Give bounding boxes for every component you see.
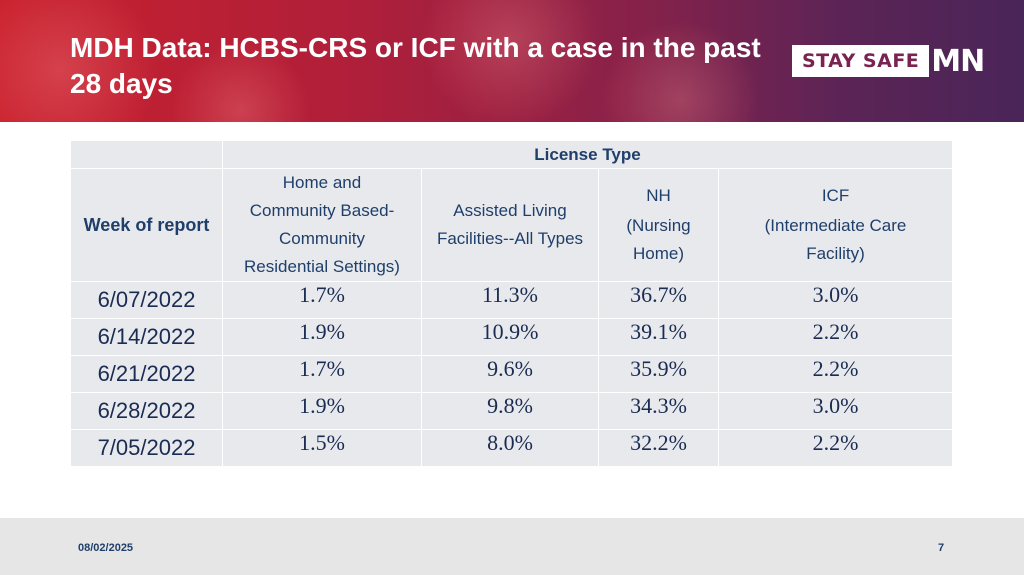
column-header-hcbs: Home and Community Based- Community Resi… xyxy=(222,168,422,282)
table-column-header-row: Week of report Home and Community Based-… xyxy=(70,168,954,282)
license-type-header: License Type xyxy=(221,140,954,169)
icf-value: 3.0% xyxy=(717,281,954,319)
table-row: 6/14/2022 1.9% 10.9% 39.1% 2.2% xyxy=(70,318,954,356)
hcbs-value: 1.9% xyxy=(222,392,422,430)
assisted-living-value: 11.3% xyxy=(421,281,599,319)
icf-value: 2.2% xyxy=(717,429,954,467)
footer-date: 08/02/2025 xyxy=(78,542,134,554)
week-cell: 7/05/2022 xyxy=(70,429,223,467)
logo-stay-safe-text: STAY SAFE xyxy=(792,45,930,77)
hcbs-value: 1.5% xyxy=(222,429,422,467)
header-line: Home and xyxy=(282,173,362,192)
header-line: Home) xyxy=(632,244,684,263)
week-cell: 6/07/2022 xyxy=(70,281,223,319)
nh-value: 34.3% xyxy=(598,392,719,430)
header-line: Community xyxy=(279,229,365,248)
column-header-assisted-living: Assisted Living Facilities--All Types xyxy=(421,168,599,282)
header-line: Facilities--All Types xyxy=(436,229,584,248)
header-line: (Nursing xyxy=(626,216,691,235)
header-line: ICF xyxy=(821,186,850,205)
hcbs-value: 1.9% xyxy=(222,318,422,356)
empty-corner-cell xyxy=(70,140,223,169)
header-line: NH xyxy=(646,186,671,205)
icf-value: 2.2% xyxy=(717,318,954,356)
header-line: Community Based- xyxy=(249,201,395,220)
header-line: (Intermediate Care xyxy=(764,216,907,235)
assisted-living-value: 8.0% xyxy=(421,429,599,467)
stay-safe-mn-logo: STAY SAFE MN xyxy=(792,43,985,79)
page-number: 7 xyxy=(938,542,945,554)
column-header-nh: NH (Nursing Home) xyxy=(598,168,719,282)
nh-value: 39.1% xyxy=(598,318,719,356)
week-cell: 6/28/2022 xyxy=(70,392,223,430)
virus-graphic xyxy=(420,0,600,122)
title-line-1: MDH Data: HCBS-CRS or ICF with a case in… xyxy=(70,32,761,63)
assisted-living-value: 9.6% xyxy=(421,355,599,393)
icf-value: 2.2% xyxy=(717,355,954,393)
header-line: Residential Settings) xyxy=(244,257,400,276)
hcbs-value: 1.7% xyxy=(222,355,422,393)
license-type-table: License Type Week of report Home and Com… xyxy=(70,140,954,467)
nh-value: 35.9% xyxy=(598,355,719,393)
nh-value: 32.2% xyxy=(598,429,719,467)
table-group-header-row: License Type xyxy=(70,140,954,169)
table-row: 6/28/2022 1.9% 9.8% 34.3% 3.0% xyxy=(70,392,954,430)
week-cell: 6/21/2022 xyxy=(70,355,223,393)
table-row: 7/05/2022 1.5% 8.0% 32.2% 2.2% xyxy=(70,429,954,467)
title-line-2: 28 days xyxy=(70,68,173,99)
assisted-living-value: 9.8% xyxy=(421,392,599,430)
icf-value: 3.0% xyxy=(717,392,954,430)
assisted-living-value: 10.9% xyxy=(421,318,599,356)
virus-graphic xyxy=(0,0,160,122)
logo-mn-text: MN xyxy=(931,43,985,79)
hcbs-value: 1.7% xyxy=(222,281,422,319)
week-of-report-header: Week of report xyxy=(70,168,223,282)
header-banner: MDH Data: HCBS-CRS or ICF with a case in… xyxy=(0,0,1024,122)
week-cell: 6/14/2022 xyxy=(70,318,223,356)
slide-footer: 08/02/2025 7 xyxy=(0,518,1024,575)
column-header-icf: ICF (Intermediate Care Facility) xyxy=(717,168,954,282)
nh-value: 36.7% xyxy=(598,281,719,319)
slide-title: MDH Data: HCBS-CRS or ICF with a case in… xyxy=(70,30,790,102)
header-line: Facility) xyxy=(806,244,865,263)
table-row: 6/21/2022 1.7% 9.6% 35.9% 2.2% xyxy=(70,355,954,393)
table-row: 6/07/2022 1.7% 11.3% 36.7% 3.0% xyxy=(70,281,954,319)
header-line: Assisted Living xyxy=(453,201,567,220)
